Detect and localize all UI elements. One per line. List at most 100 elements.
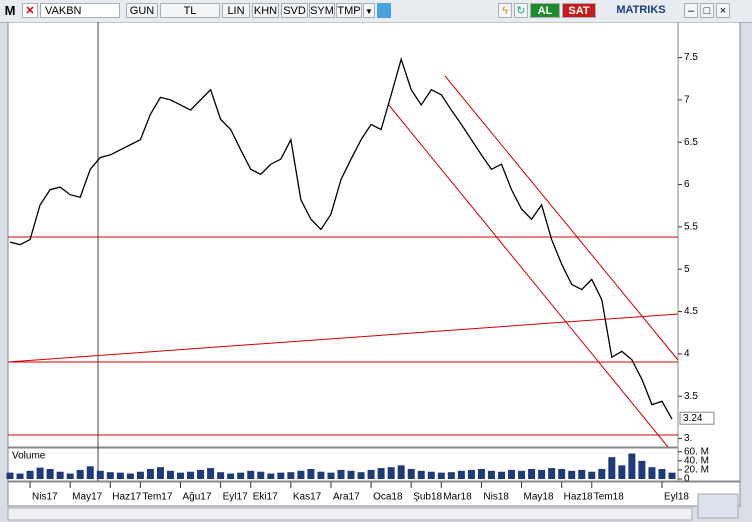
x-tick-label: Eki17 (253, 492, 278, 503)
button[interactable]: TMP (336, 3, 362, 18)
volume-bar (518, 470, 526, 479)
volume-bar (116, 472, 124, 479)
volume-title: Volume (12, 451, 46, 462)
volume-bar (618, 465, 626, 479)
close-icon[interactable]: ✕ (22, 3, 38, 18)
y-tick-label: 20. M (684, 465, 709, 476)
volume-bar (177, 472, 185, 479)
volume-bar (457, 470, 465, 479)
chart: Volume 3. 3.5 4 4.5 5 5.5 6 6.5 7 7.5 Nis17 May17 Ha… (6, 22, 741, 521)
volume-bar (86, 466, 94, 479)
x-tick-label: Şub18 (413, 492, 442, 503)
volume-bar (568, 470, 576, 479)
volume-bar (638, 460, 646, 479)
volume-bar (156, 467, 164, 479)
volume-bar (76, 469, 84, 479)
y-tick-label: 3.5 (684, 391, 698, 402)
y-tick-label: 6 (684, 179, 690, 190)
volume-bar (367, 469, 375, 479)
volume-bar (548, 468, 556, 479)
volume-bar (307, 469, 315, 479)
volume-bar (628, 453, 636, 479)
volume-bar (327, 472, 335, 479)
volume-bar (187, 471, 195, 479)
volume-bar (477, 469, 485, 479)
x-tick-label: Mar18 (443, 492, 472, 503)
x-tick-label: Nis17 (32, 492, 58, 503)
symbol-input[interactable]: VAKBN (40, 3, 120, 18)
button[interactable]: SYM (309, 3, 335, 18)
y-tick-label: 40. M (684, 455, 709, 466)
volume-bar (508, 469, 516, 479)
logo: M (4, 3, 16, 18)
volume-bar (247, 470, 255, 479)
volume-bar (437, 472, 445, 479)
volume-bar (377, 468, 385, 479)
volume-bar (217, 472, 225, 479)
volume-bar (237, 472, 245, 479)
volume-bar (16, 473, 24, 479)
x-tick-label: May17 (72, 492, 102, 503)
volume-bar (528, 469, 536, 479)
volume-bar (598, 469, 606, 479)
x-tick-label: Eyl17 (223, 492, 248, 503)
x-tick-label: Haz18 (564, 492, 593, 503)
x-tick-label: Ara17 (333, 492, 360, 503)
icon[interactable]: ϟ (498, 3, 512, 18)
scrollbar[interactable] (7, 507, 693, 521)
x-tick-label: Haz17 (112, 492, 141, 503)
volume-bar (558, 469, 566, 479)
button[interactable]: KHN (252, 3, 279, 18)
volume-bar (347, 470, 355, 479)
y-tick-label: 7.5 (684, 52, 698, 63)
volume-bar (668, 472, 676, 479)
button[interactable]: SVD (281, 3, 308, 18)
volume-bar (487, 470, 495, 479)
volume-bar (207, 468, 215, 479)
volume-bar (227, 473, 235, 479)
volume-bar (26, 470, 34, 479)
button[interactable]: LIN (222, 3, 250, 18)
channel-line (387, 103, 669, 448)
y-tick-label: 7 (684, 95, 690, 106)
volume-bar (287, 472, 295, 479)
button[interactable]: GUN (126, 3, 158, 18)
volume-bar (146, 469, 154, 479)
volume-bar (427, 471, 435, 479)
trendlines (7, 75, 679, 448)
volume-bar (317, 471, 325, 479)
volume-bar (277, 472, 285, 479)
sell-button[interactable]: SAT (562, 3, 596, 18)
price-panel (7, 22, 679, 448)
x-tick-label: May18 (524, 492, 554, 503)
maximize[interactable]: □ (700, 3, 714, 18)
minimize[interactable]: – (684, 3, 698, 18)
y-tick-label: 60. M (684, 446, 709, 457)
refresh-button[interactable] (697, 493, 739, 519)
button[interactable]: TL (160, 3, 220, 18)
twitter-icon[interactable] (377, 3, 391, 18)
volume-bar (36, 467, 44, 479)
volume-bar (56, 471, 64, 479)
volume-bar (106, 472, 114, 479)
y-tick-label: 5.5 (684, 222, 698, 233)
dropdown[interactable]: ▼ (363, 3, 375, 18)
volume-bar (447, 472, 455, 479)
volume-bar (658, 469, 666, 479)
x-tick-label: Oca18 (373, 492, 403, 503)
volume-bar (407, 469, 415, 479)
y-tick-label: 4.5 (684, 306, 698, 317)
price-line (9, 57, 673, 420)
channel-line (444, 75, 679, 361)
x-tick-label: Tem18 (594, 492, 624, 503)
volume-bar (648, 467, 656, 479)
y-tick-label: 3. (684, 433, 692, 444)
brand: MATRIKS (616, 4, 666, 16)
last-price-label: 3.24 (683, 413, 703, 424)
buy-button[interactable]: AL (530, 3, 560, 18)
volume-bar (608, 457, 616, 479)
icon[interactable]: ↻ (514, 3, 528, 18)
close[interactable]: × (716, 3, 730, 18)
x-tick-label: Ağu17 (183, 492, 212, 503)
